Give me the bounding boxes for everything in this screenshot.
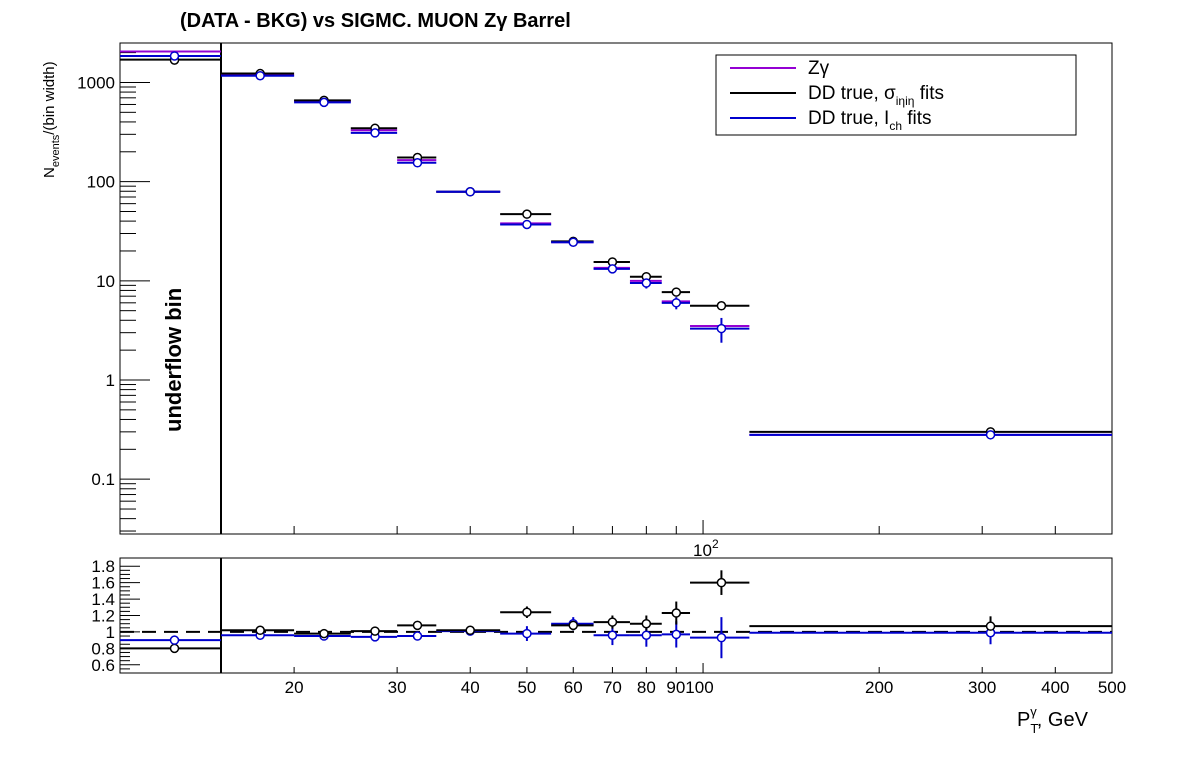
x-tick-label: 200 bbox=[865, 678, 893, 697]
ich-marker bbox=[671, 298, 682, 308]
ratio-y-tick-label: 0.6 bbox=[91, 656, 115, 675]
main-panel: 0.1 1 10 100 1000 102 Nevents/(bin width) under… bbox=[41, 42, 1113, 560]
ratio-underflow-sieie-marker bbox=[169, 643, 180, 654]
ratio-sieie-marker bbox=[671, 608, 682, 618]
ratio-sieie-marker bbox=[522, 607, 532, 617]
legend-label: Zγ bbox=[808, 58, 830, 79]
x-tick-label: 300 bbox=[968, 678, 996, 697]
x-tick-label: 60 bbox=[564, 678, 583, 697]
ratio-sieie-marker bbox=[568, 620, 579, 631]
ich-marker bbox=[319, 97, 329, 108]
ratio-ich-marker bbox=[716, 632, 727, 643]
ich-marker bbox=[370, 128, 380, 138]
y-tick-label: 1000 bbox=[77, 73, 115, 92]
ratio-sieie-marker bbox=[716, 577, 727, 588]
x-axis-label: PTγ, GeV bbox=[1017, 704, 1089, 736]
ratio-ich-marker bbox=[671, 629, 682, 640]
y-tick-label: 100 bbox=[87, 173, 115, 192]
y-tick-label: 1 bbox=[106, 371, 115, 390]
x-tick-label: 500 bbox=[1098, 678, 1126, 697]
ich-marker bbox=[522, 219, 532, 230]
ratio-sieie-marker bbox=[607, 617, 618, 627]
ich-marker bbox=[465, 187, 475, 197]
x-tick-label: 70 bbox=[603, 678, 622, 697]
y-axis-label: Nevents/(bin width) bbox=[41, 61, 62, 178]
underflow-label: underflow bin bbox=[161, 288, 186, 432]
legend-label: DD true, Ich fits bbox=[808, 108, 932, 133]
x-tick-label: 40 bbox=[461, 678, 480, 697]
ich-marker bbox=[568, 237, 579, 247]
x-exponent-label: 102 bbox=[693, 537, 719, 560]
ratio-sieie-marker bbox=[255, 625, 265, 636]
ratio-ich-marker bbox=[522, 628, 532, 639]
sieie-marker bbox=[671, 287, 682, 297]
ratio-y-tick-label: 1.6 bbox=[91, 574, 115, 593]
ratio-y-tick-label: 1 bbox=[106, 623, 115, 642]
ratio-sieie-marker bbox=[465, 625, 475, 636]
x-tick-label: 50 bbox=[517, 678, 536, 697]
ratio-y-tick-label: 1.2 bbox=[91, 607, 115, 626]
ratio-sieie-marker bbox=[985, 621, 996, 631]
underflow-ich-marker bbox=[169, 51, 180, 61]
x-tick-label: 80 bbox=[637, 678, 656, 697]
ich-marker bbox=[985, 430, 996, 440]
ich-marker bbox=[255, 70, 265, 81]
chart-title: (DATA - BKG) vs SIGMC. MUON Zγ Barrel bbox=[180, 10, 571, 32]
main-frame bbox=[119, 42, 1113, 535]
ratio-panel: 0.60.811.21.41.61.8 20 30 40 50 60 70 80 90100 20… bbox=[91, 557, 1126, 736]
ratio-ich-marker bbox=[641, 630, 652, 640]
ich-marker bbox=[641, 278, 652, 288]
ich-marker bbox=[607, 264, 618, 274]
ratio-underflow-ich-marker bbox=[169, 635, 180, 645]
ratio-ich-marker bbox=[412, 631, 423, 641]
ratio-sieie-marker bbox=[412, 620, 423, 631]
ratio-y-tick-label: 1.8 bbox=[91, 557, 115, 576]
ich-marker bbox=[412, 158, 423, 168]
ratio-sieie-marker bbox=[319, 628, 329, 639]
x-tick-label: 90100 bbox=[666, 678, 713, 697]
ich-marker bbox=[716, 323, 727, 334]
x-tick-label: 400 bbox=[1041, 678, 1069, 697]
ratio-sieie-marker bbox=[641, 618, 652, 629]
sieie-marker bbox=[522, 209, 532, 219]
legend-label: DD true, σiηiη fits bbox=[808, 83, 944, 108]
ratio-y-tick-label: 0.8 bbox=[91, 639, 115, 658]
ratio-y-tick-label: 1.4 bbox=[91, 590, 115, 609]
y-tick-label: 0.1 bbox=[91, 470, 115, 489]
ratio-sieie-marker bbox=[370, 626, 380, 636]
y-tick-label: 10 bbox=[96, 272, 115, 291]
sieie-marker bbox=[716, 301, 727, 311]
ratio-ich-marker bbox=[607, 630, 618, 640]
x-tick-label: 20 bbox=[285, 678, 304, 697]
x-tick-label: 30 bbox=[388, 678, 407, 697]
ratio-frame bbox=[119, 557, 1113, 674]
